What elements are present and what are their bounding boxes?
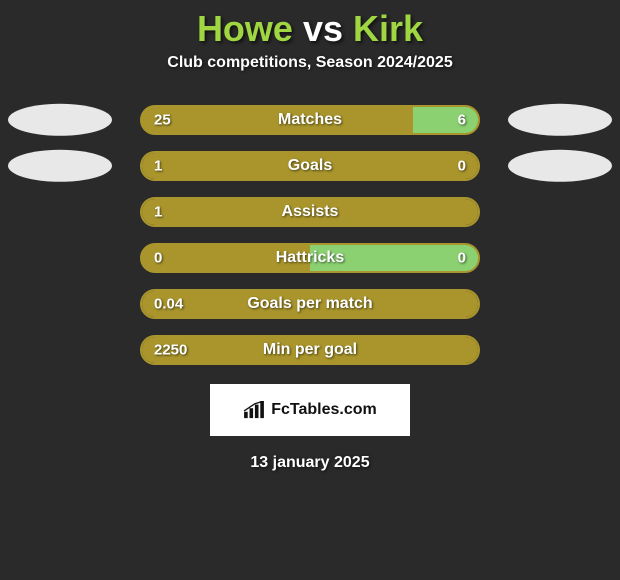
stat-row: Min per goal2250 [0, 330, 620, 376]
page-subtitle: Club competitions, Season 2024/2025 [0, 54, 620, 72]
bar-left-fill [142, 337, 478, 363]
stat-bar: Assists1 [140, 197, 480, 227]
stat-row: Hattricks00 [0, 238, 620, 284]
logo-box: FcTables.com [210, 384, 410, 436]
stat-row: Matches256 [0, 100, 620, 146]
bar-left-fill [142, 291, 478, 317]
logo-text: FcTables.com [271, 401, 377, 419]
bar-right-fill [310, 245, 478, 271]
stat-row: Goals per match0.04 [0, 284, 620, 330]
bar-left-fill [142, 107, 413, 133]
stat-row: Assists1 [0, 192, 620, 238]
stats-container: Matches256 Goals10 Assists1 Hattricks00 Goal… [0, 100, 620, 376]
player-b-ellipse [508, 104, 612, 136]
date-line: 13 january 2025 [0, 454, 620, 472]
bar-left-fill [142, 153, 478, 179]
bar-left-fill [142, 199, 478, 225]
player-a-ellipse [8, 104, 112, 136]
player-a-ellipse [8, 150, 112, 182]
player-b-ellipse [508, 150, 612, 182]
stat-bar: Min per goal2250 [140, 335, 480, 365]
bar-left-fill [142, 245, 310, 271]
stat-bar: Hattricks00 [140, 243, 480, 273]
stat-bar: Matches256 [140, 105, 480, 135]
page-title: Howe vs Kirk [0, 0, 620, 54]
barchart-icon [243, 401, 265, 419]
title-player-a: Howe [197, 8, 293, 49]
title-player-b: Kirk [353, 8, 423, 49]
title-vs: vs [303, 8, 343, 49]
stat-bar: Goals10 [140, 151, 480, 181]
bar-right-fill [413, 107, 478, 133]
stat-row: Goals10 [0, 146, 620, 192]
stat-bar: Goals per match0.04 [140, 289, 480, 319]
